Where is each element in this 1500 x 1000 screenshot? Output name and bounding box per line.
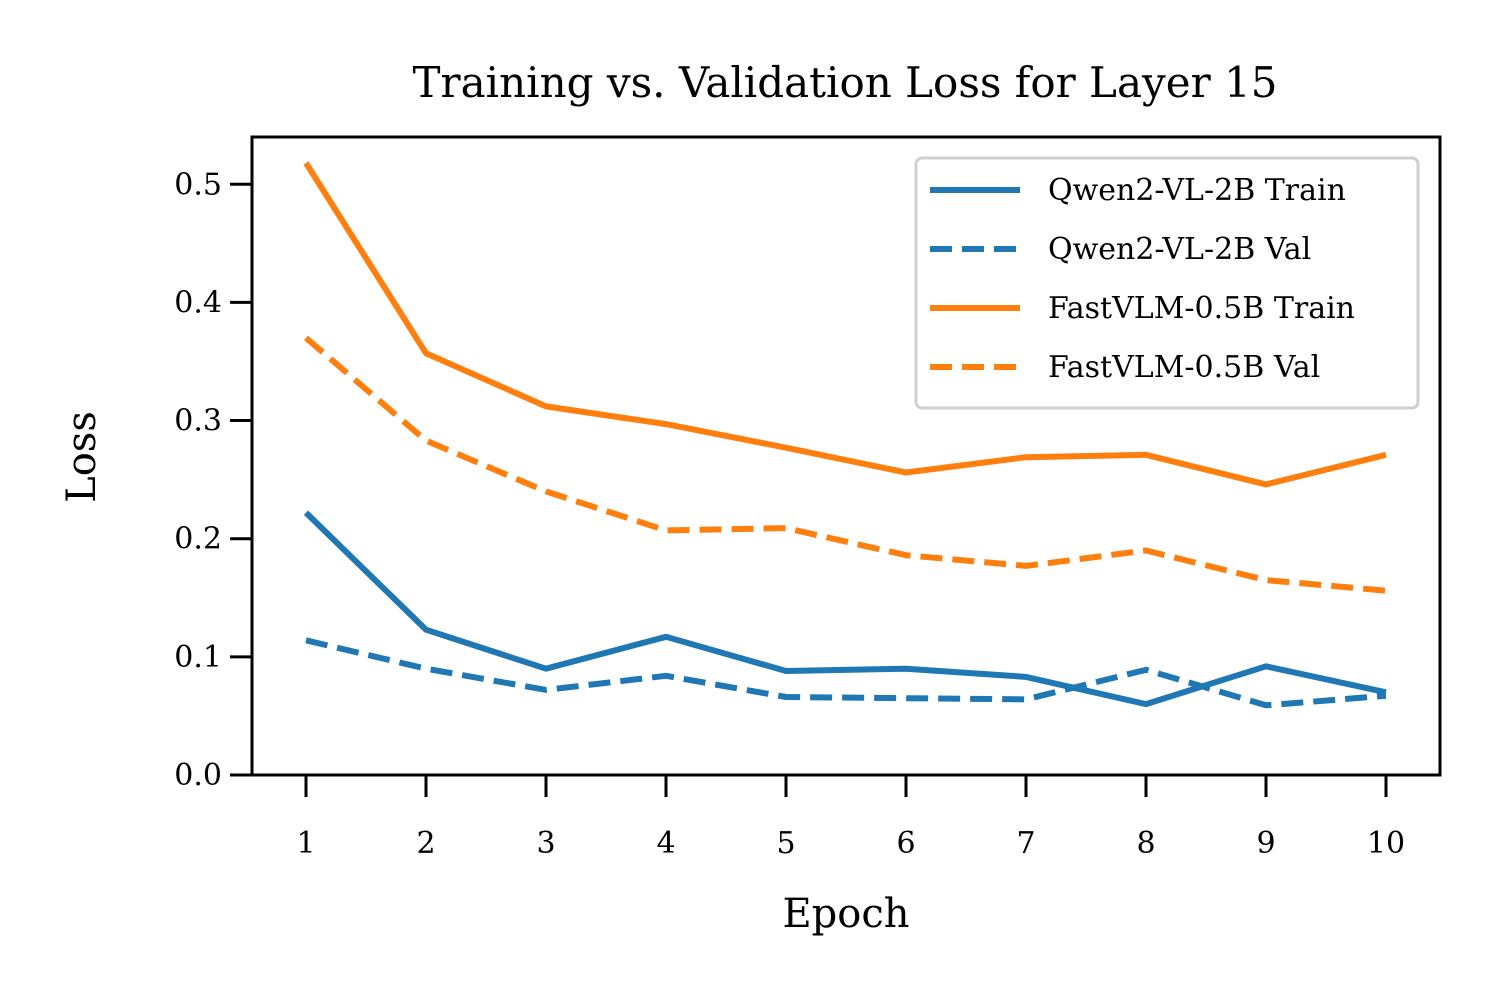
legend-label-1: Qwen2-VL-2B Val <box>1048 232 1311 267</box>
y-axis: 0.0 0.1 0.2 0.3 0.4 0.5 <box>174 167 252 793</box>
x-tick-label: 3 <box>536 826 555 861</box>
x-tick-label: 1 <box>296 826 315 861</box>
legend-label-2: FastVLM-0.5B Train <box>1048 291 1355 326</box>
y-tick-label: 0.3 <box>174 404 222 439</box>
legend-box <box>914 156 1420 410</box>
x-tick-label: 9 <box>1256 826 1275 861</box>
x-tick-label: 7 <box>1016 826 1035 861</box>
plot-frame <box>250 135 1442 777</box>
legend-label-3: FastVLM-0.5B Val <box>1048 350 1320 385</box>
x-tick-label: 8 <box>1136 826 1155 861</box>
y-tick-label: 0.1 <box>174 640 222 675</box>
x-axis: 1 2 3 4 5 6 7 8 9 10 <box>296 775 1405 861</box>
y-tick-label: 0.5 <box>174 167 222 202</box>
y-tick-label: 0.0 <box>174 758 222 793</box>
x-tick-label: 4 <box>656 826 675 861</box>
series-line-3 <box>304 335 1387 594</box>
legend: Qwen2-VL-2B Train Qwen2-VL-2B Val FastVLM-… <box>914 156 1420 410</box>
y-tick-label: 0.2 <box>174 522 222 557</box>
x-tick-label: 5 <box>776 826 795 861</box>
series-line-1 <box>305 637 1387 709</box>
chart-title: Training vs. Validation Loss for Layer 1… <box>413 58 1278 107</box>
plot-area <box>303 161 1387 709</box>
legend-label-0: Qwen2-VL-2B Train <box>1048 173 1346 208</box>
x-tick-label: 10 <box>1367 826 1405 861</box>
x-tick-label: 2 <box>416 826 435 861</box>
y-tick-label: 0.4 <box>174 285 222 320</box>
series-line-2 <box>303 161 1387 488</box>
x-axis-label: Epoch <box>782 891 909 937</box>
x-tick-label: 6 <box>896 826 915 861</box>
y-axis-label: Loss <box>59 411 105 503</box>
